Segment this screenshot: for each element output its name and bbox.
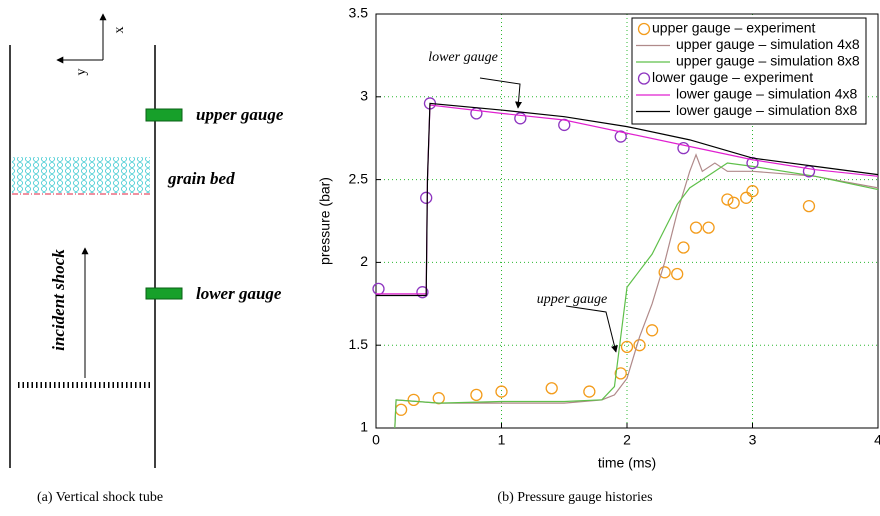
data-point (420, 191, 433, 204)
data-point (545, 382, 558, 395)
x-tick-label: 0 (372, 432, 380, 448)
series-line (394, 162, 879, 429)
legend-label: lower gauge – simulation 8x8 (676, 102, 858, 118)
caption: (a) Vertical shock tube (37, 490, 163, 505)
annotation: upper gauge (537, 292, 607, 307)
legend-label: lower gauge – simulation 4x8 (676, 86, 858, 102)
data-point (407, 393, 420, 406)
data-point (721, 193, 734, 206)
series-line (376, 104, 879, 295)
axis-label: x (112, 27, 127, 34)
data-point (746, 185, 759, 198)
y-tick-label: 2 (360, 253, 368, 269)
legend-marker (637, 72, 651, 85)
y-tick-label: 1 (360, 419, 368, 435)
grain-bed (12, 157, 150, 193)
data-point (416, 286, 429, 299)
series-line (394, 153, 879, 429)
legend-label: lower gauge – experiment (652, 69, 813, 85)
x-tick-label: 2 (623, 432, 631, 448)
grain-bed-label: grain bed (167, 169, 235, 188)
x-tick-label: 1 (498, 432, 506, 448)
gauge-label: upper gauge (196, 105, 284, 124)
gauge-label: lower gauge (196, 284, 282, 303)
data-point (633, 339, 646, 352)
x-axis-label: time (ms) (598, 455, 656, 471)
caption: (b) Pressure gauge histories (497, 490, 652, 505)
annotation-arrow (479, 77, 523, 109)
legend-label: upper gauge – simulation 8x8 (676, 53, 860, 69)
gauge (145, 108, 183, 122)
data-point (645, 324, 659, 337)
series-line (376, 102, 879, 297)
data-point (802, 199, 816, 213)
plot-frame (375, 13, 879, 429)
x-tick-label: 4 (874, 432, 880, 448)
axis-label: y (74, 69, 89, 76)
data-point (740, 191, 753, 204)
data-point (620, 340, 634, 354)
data-point (432, 392, 445, 405)
y-tick-label: 2.5 (349, 170, 369, 186)
annotation-arrow (565, 305, 618, 353)
y-axis-label: pressure (bar) (317, 177, 333, 265)
data-point (727, 196, 740, 209)
data-point (614, 130, 627, 143)
y-tick-label: 3 (360, 88, 368, 104)
data-point (514, 112, 527, 125)
x-tick-label: 3 (749, 432, 757, 448)
annotation: lower gauge (428, 50, 498, 65)
gauge (145, 287, 183, 300)
data-point (583, 385, 596, 398)
data-point (671, 267, 684, 281)
legend-marker (637, 22, 651, 36)
diagram: x y upper gauge lower gauge grain bed in… (9, 13, 284, 505)
data-point (614, 367, 627, 380)
data-point (495, 385, 508, 398)
data-point (372, 282, 385, 296)
data-point (677, 141, 690, 155)
data-point (677, 241, 690, 254)
legend-box (631, 17, 867, 125)
shock-label: incident shock (49, 249, 68, 351)
legend-label: upper gauge – experiment (652, 20, 816, 36)
data-point (470, 388, 483, 402)
y-tick-label: 3.5 (349, 5, 369, 21)
data-point (702, 221, 715, 234)
y-tick-label: 1.5 (349, 336, 369, 352)
data-point (394, 403, 408, 416)
data-point (689, 221, 703, 234)
data-point (658, 266, 671, 279)
legend-label: upper gauge – simulation 4x8 (676, 36, 860, 52)
